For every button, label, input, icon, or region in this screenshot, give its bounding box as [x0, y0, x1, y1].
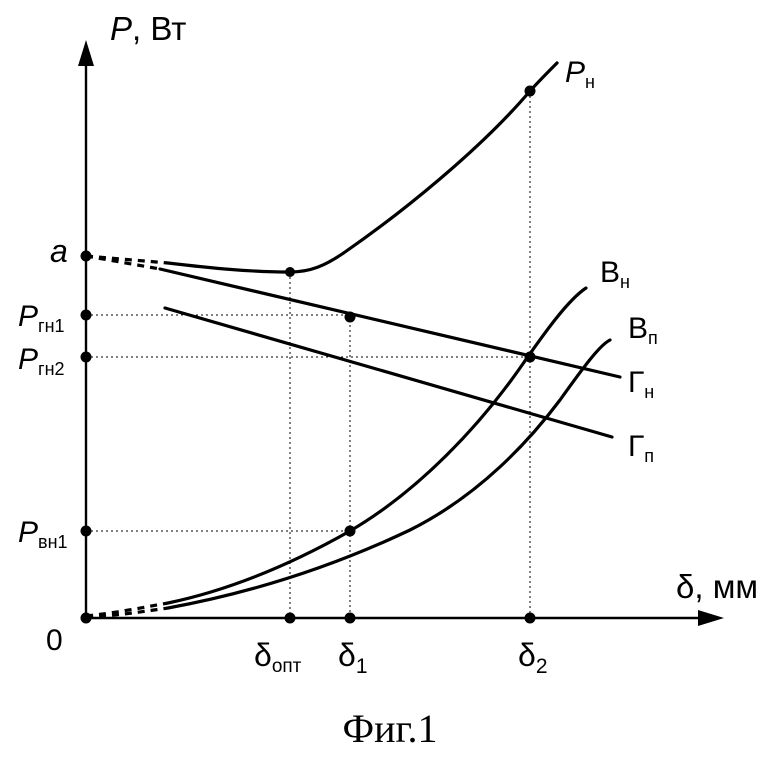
label-g-p-main: Г	[628, 430, 644, 463]
y-tick-p-gn1-main: P	[18, 300, 38, 333]
label-g-n-main: Г	[628, 366, 644, 399]
curve-p-n	[168, 63, 557, 272]
label-p-n: Pн	[565, 56, 595, 92]
x-tick-d-opt: δопт	[254, 637, 302, 677]
label-v-n-sub: н	[620, 272, 630, 292]
figure-caption: Фиг.1	[343, 706, 438, 751]
label-p-n-main: P	[565, 56, 585, 89]
y-axis-arrow-icon	[78, 40, 94, 66]
curve-v-p	[168, 340, 610, 608]
point-d-1-axis	[345, 613, 356, 624]
point-p-gn1-axis	[81, 310, 92, 321]
label-g-p: Гп	[628, 430, 654, 466]
point-a	[81, 251, 92, 262]
point-d-2-g-n	[525, 352, 536, 363]
label-v-n-main: В	[600, 256, 620, 289]
label-p-n-sub: н	[585, 72, 595, 92]
y-tick-p-vn1-main: P	[18, 516, 38, 549]
x-tick-d-2-main: δ	[518, 637, 536, 673]
point-d-2-axis	[525, 613, 536, 624]
x-axis-arrow-icon	[698, 610, 724, 626]
label-v-p: Вп	[628, 312, 658, 348]
x-tick-d-1: δ1	[338, 637, 368, 678]
y-tick-p-gn2-sub: гн2	[38, 359, 65, 379]
y-axis-unit: , Вт	[132, 10, 186, 47]
point-d-1-v-n	[345, 526, 356, 537]
x-axis-symbol: δ	[676, 568, 694, 605]
x-axis-label: δ, мм	[676, 568, 758, 605]
label-v-n: Вн	[600, 256, 630, 292]
y-tick-p-vn1-sub: вн1	[38, 532, 68, 552]
y-axis-symbol: P	[110, 10, 132, 47]
label-g-p-sub: п	[644, 446, 654, 466]
point-d-opt-curve	[285, 267, 295, 277]
origin-label: 0	[46, 624, 63, 657]
y-tick-p-gn2-main: P	[18, 343, 38, 376]
x-tick-d-1-main: δ	[338, 637, 356, 673]
curve-g-n-dashed	[86, 256, 160, 269]
y-axis-label: P, Вт	[110, 10, 186, 47]
label-g-n-sub: н	[644, 382, 654, 402]
x-axis-unit: , мм	[694, 568, 758, 605]
points	[81, 86, 536, 624]
point-p-vn1-axis	[81, 526, 92, 537]
point-d-opt-axis	[285, 613, 296, 624]
y-tick-p-gn1: Pгн1	[18, 300, 65, 336]
y-tick-p-vn1: Pвн1	[18, 516, 68, 552]
label-v-p-main: В	[628, 312, 648, 345]
x-tick-d-2-sub: 2	[536, 655, 548, 678]
y-tick-a: a	[50, 233, 68, 269]
guide-lines	[86, 91, 530, 618]
x-tick-d-1-sub: 1	[356, 655, 368, 678]
x-tick-d-2: δ2	[518, 637, 548, 678]
point-p-gn2-axis	[81, 352, 92, 363]
y-tick-p-gn1-sub: гн1	[38, 316, 65, 336]
y-tick-p-gn2: Pгн2	[18, 343, 65, 379]
point-d-2-p-n	[525, 86, 536, 97]
point-origin	[81, 613, 92, 624]
point-d-1-g-n	[345, 312, 356, 323]
x-tick-d-opt-sub: опт	[272, 656, 302, 677]
label-g-n: Гн	[628, 366, 654, 402]
label-v-p-sub: п	[648, 328, 658, 348]
x-tick-d-opt-main: δ	[254, 637, 272, 673]
